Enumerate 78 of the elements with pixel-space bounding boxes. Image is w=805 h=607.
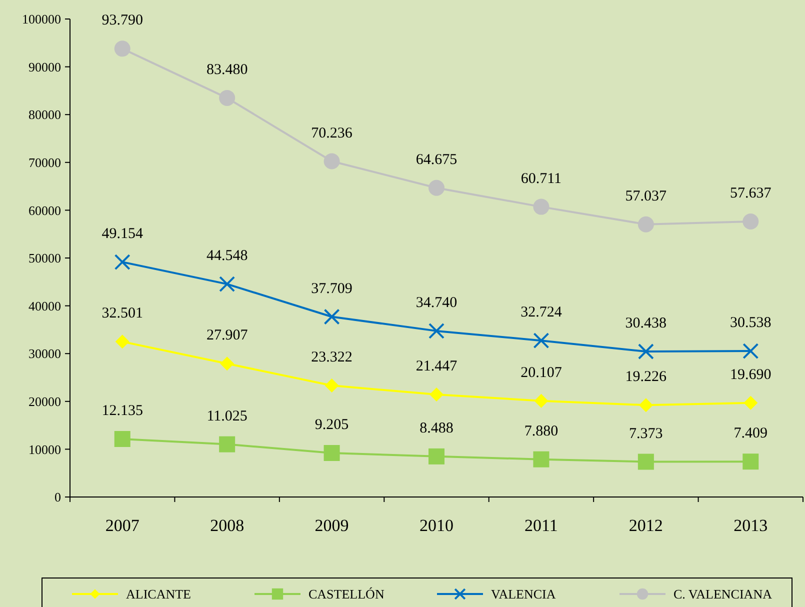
data-label: 57.037 xyxy=(625,188,668,204)
point xyxy=(219,436,236,452)
data-label: 19.226 xyxy=(625,369,668,386)
legend-label: VALENCIA xyxy=(491,586,556,602)
point xyxy=(324,445,340,461)
x-tick-label: 2012 xyxy=(628,516,663,535)
point xyxy=(430,387,444,402)
data-label: 32.724 xyxy=(520,304,562,321)
data-label: 57.637 xyxy=(730,185,772,202)
y-tick-label: 0 xyxy=(54,490,61,505)
point xyxy=(428,448,444,464)
y-tick-label: 30000 xyxy=(28,346,61,362)
y-tick-label: 70000 xyxy=(28,154,61,170)
data-label: 93.790 xyxy=(102,12,143,29)
legend-label: CASTELLÓN xyxy=(308,586,385,602)
point xyxy=(638,398,653,412)
data-label: 30.438 xyxy=(625,316,667,332)
point xyxy=(114,40,130,57)
y-tick-label: 40000 xyxy=(28,298,61,314)
x-tick-label: 2008 xyxy=(210,516,244,535)
point xyxy=(114,430,130,447)
x-tick-label: 2011 xyxy=(524,516,558,535)
data-label: 30.538 xyxy=(730,315,772,332)
data-label: 27.907 xyxy=(206,328,248,344)
point xyxy=(533,198,550,215)
legend-label: C. VALENCIANA xyxy=(674,586,773,602)
data-label: 12.135 xyxy=(102,402,143,419)
point xyxy=(533,451,550,468)
point xyxy=(324,308,340,325)
data-label: 83.480 xyxy=(206,62,248,78)
data-label: 60.711 xyxy=(520,170,562,187)
data-label: 44.548 xyxy=(206,248,248,264)
data-label: 23.322 xyxy=(311,350,352,366)
y-tick-label: 60000 xyxy=(28,202,61,218)
data-label: 7.880 xyxy=(524,423,558,440)
data-label: 11.025 xyxy=(206,408,248,424)
legend-label: ALICANTE xyxy=(126,586,192,602)
point xyxy=(742,213,759,230)
x-tick-label: 2009 xyxy=(314,516,349,535)
data-label: 70.236 xyxy=(311,125,353,142)
point xyxy=(428,180,444,196)
x-tick-label: 2007 xyxy=(105,516,140,535)
data-label: 64.675 xyxy=(416,152,458,168)
point xyxy=(220,356,234,371)
point xyxy=(638,216,654,232)
y-tick-label: 10000 xyxy=(28,442,61,457)
point xyxy=(219,90,236,106)
point xyxy=(533,332,550,349)
data-label: 49.154 xyxy=(102,226,144,242)
point xyxy=(744,396,758,410)
data-label: 9.205 xyxy=(314,417,349,433)
data-label: 37.709 xyxy=(311,280,352,297)
data-label: 34.740 xyxy=(416,294,458,311)
data-label: 21.447 xyxy=(416,358,458,374)
point xyxy=(324,153,340,170)
point xyxy=(534,394,548,408)
y-tick-label: 20000 xyxy=(28,394,61,409)
point xyxy=(428,322,444,339)
point xyxy=(638,454,654,470)
point xyxy=(115,334,130,349)
data-label: 20.107 xyxy=(520,364,562,381)
y-tick-label: 100000 xyxy=(22,12,61,27)
y-tick-label: 80000 xyxy=(28,107,61,122)
data-label: 7.373 xyxy=(629,426,663,442)
x-tick-label: 2010 xyxy=(420,516,454,535)
x-tick-label: 2013 xyxy=(734,516,768,535)
point xyxy=(742,454,759,470)
point xyxy=(742,343,759,360)
data-label: 32.501 xyxy=(102,306,143,322)
y-tick-label: 50000 xyxy=(28,250,61,266)
data-label: 8.488 xyxy=(420,420,454,436)
data-label: 7.409 xyxy=(734,426,768,442)
point xyxy=(219,276,236,292)
y-tick-label: 90000 xyxy=(28,59,61,74)
point xyxy=(638,344,654,360)
data-label: 19.690 xyxy=(730,366,772,383)
point xyxy=(114,254,130,270)
point xyxy=(324,378,339,393)
